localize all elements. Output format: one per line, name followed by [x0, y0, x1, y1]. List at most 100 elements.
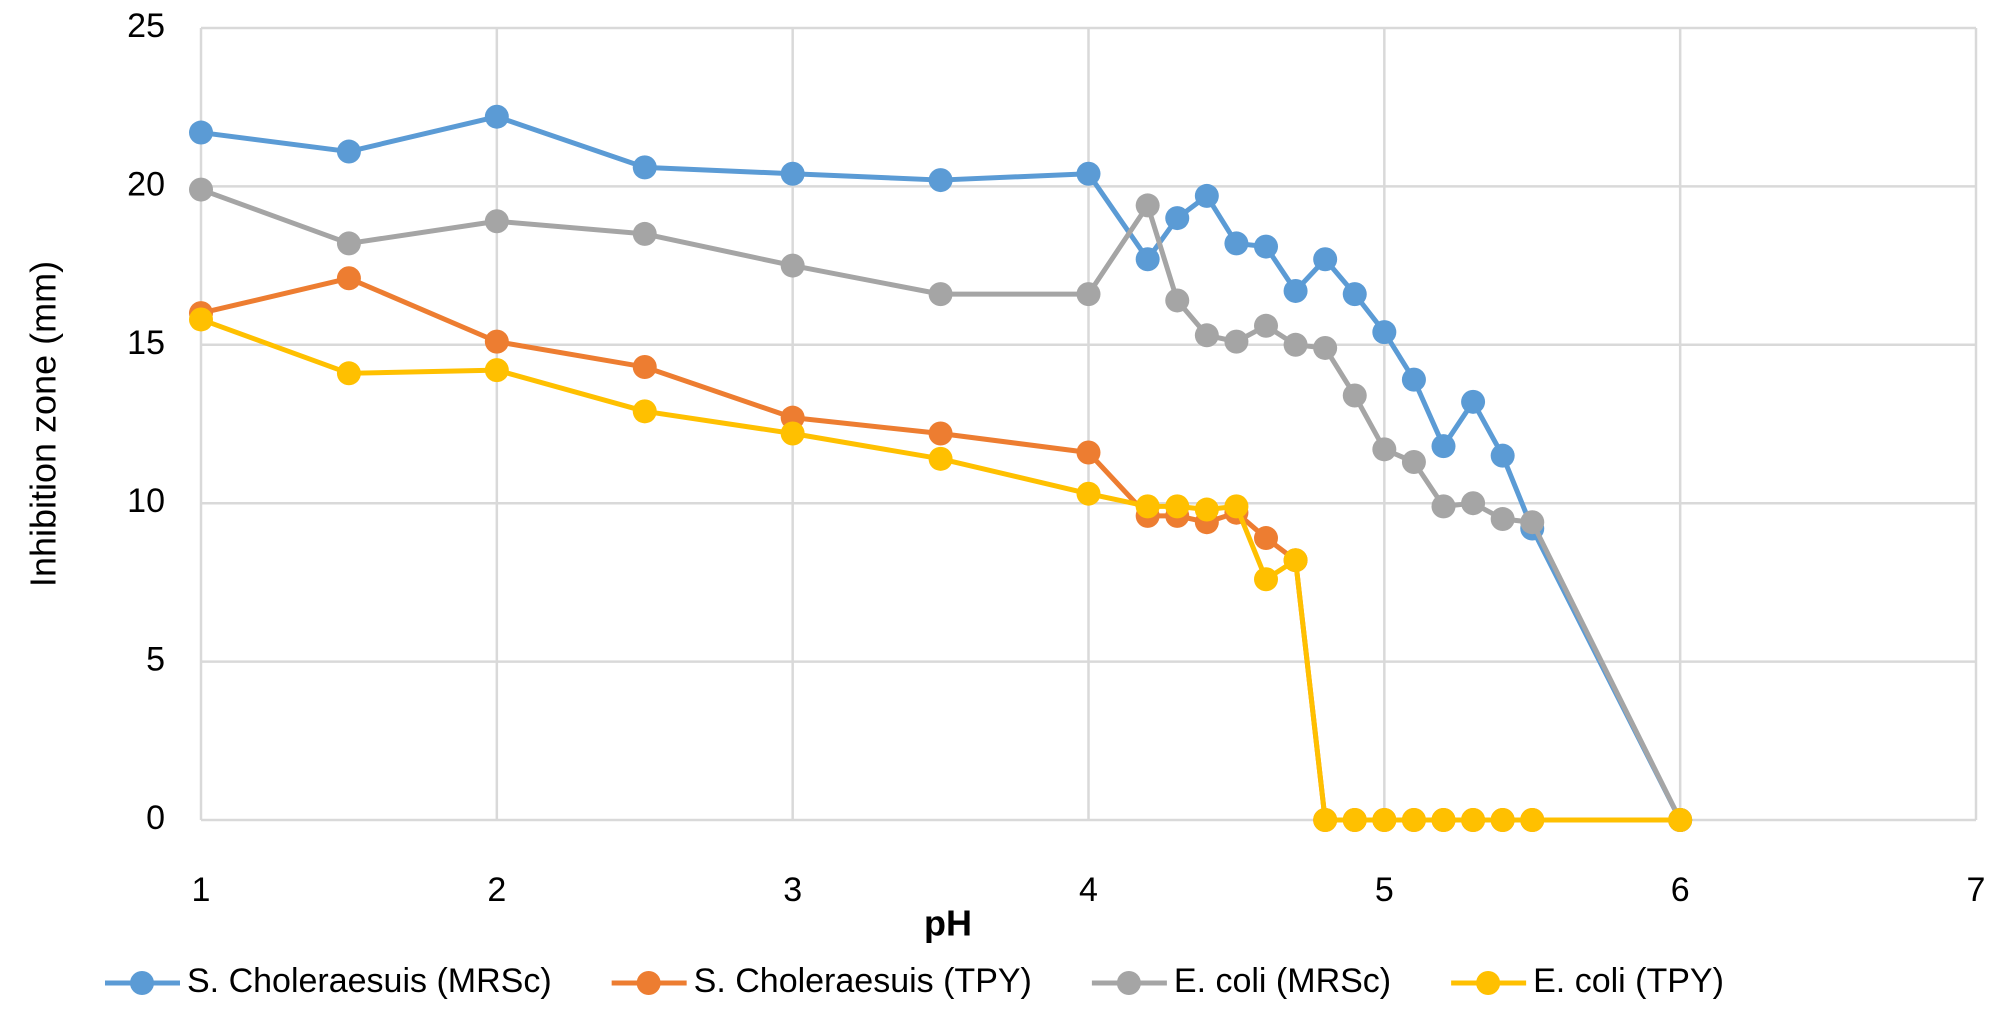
data-point	[1135, 247, 1160, 272]
data-point	[1254, 567, 1278, 592]
data-point	[1431, 808, 1456, 832]
data-point	[780, 253, 805, 278]
data-point	[1254, 526, 1278, 551]
data-point	[1431, 494, 1456, 519]
legend-item: E. coli (MRSc)	[1091, 962, 1391, 1000]
data-point	[1076, 440, 1101, 465]
y-tick-label: 0	[146, 799, 165, 837]
data-point	[1401, 450, 1426, 475]
data-point	[1076, 481, 1101, 506]
data-point	[1254, 313, 1278, 338]
data-point	[928, 168, 953, 193]
legend-item: E. coli (TPY)	[1451, 962, 1724, 1000]
data-point	[1461, 491, 1486, 516]
data-point	[780, 421, 805, 446]
data-point	[1401, 808, 1426, 832]
legend-marker	[1116, 971, 1141, 995]
data-point	[1165, 494, 1190, 519]
y-tick-label: 25	[127, 7, 165, 45]
x-tick-label: 1	[192, 871, 211, 909]
data-point	[1283, 278, 1308, 303]
data-point	[632, 221, 657, 246]
data-point	[1313, 335, 1338, 360]
data-point	[189, 120, 213, 145]
legend-label: E. coli (TPY)	[1533, 962, 1724, 1000]
data-point	[928, 282, 953, 307]
legend-label: E. coli (MRSc)	[1174, 962, 1391, 1000]
data-point	[1668, 808, 1693, 832]
data-point	[336, 361, 361, 386]
y-tick-label: 10	[127, 482, 165, 520]
data-point	[780, 161, 805, 186]
data-point	[1372, 437, 1397, 462]
data-point	[1520, 510, 1545, 535]
data-point	[1194, 183, 1219, 208]
legend-label: S. Choleraesuis (MRSc)	[187, 962, 552, 1000]
data-point	[1076, 282, 1101, 307]
data-point	[1461, 808, 1486, 832]
x-tick-label: 5	[1375, 871, 1394, 909]
data-point	[336, 231, 361, 256]
data-point	[928, 421, 953, 446]
data-point	[1313, 808, 1338, 832]
data-point	[1342, 282, 1367, 307]
data-point	[189, 307, 213, 332]
series-line	[200, 317, 1681, 823]
x-tick-label: 6	[1671, 871, 1690, 909]
data-point	[1313, 247, 1338, 272]
x-tick-label: 2	[487, 871, 506, 909]
data-point	[1342, 808, 1367, 832]
data-point	[336, 139, 361, 164]
legend-marker	[1476, 971, 1501, 995]
data-point	[1283, 548, 1308, 573]
legend-item: S. Choleraesuis (MRSc)	[105, 962, 552, 1000]
data-point	[1135, 193, 1160, 218]
data-point	[632, 354, 657, 379]
legend-marker	[130, 971, 154, 995]
data-point	[189, 177, 213, 202]
x-tick-label: 3	[783, 871, 802, 909]
data-point	[1165, 288, 1190, 313]
legend-marker	[636, 971, 661, 995]
y-tick-label: 20	[127, 165, 165, 203]
legend-item: S. Choleraesuis (TPY)	[611, 962, 1032, 1000]
data-point	[1224, 329, 1249, 354]
series-line	[200, 114, 1683, 822]
data-point	[1490, 808, 1515, 832]
data-point	[1372, 808, 1397, 832]
data-point	[1224, 494, 1249, 519]
data-point	[1283, 332, 1308, 357]
data-point	[1224, 231, 1249, 256]
data-point	[1254, 234, 1278, 259]
data-point	[1401, 367, 1426, 392]
x-tick-label: 4	[1079, 871, 1098, 909]
data-point	[1342, 383, 1367, 408]
data-point	[632, 399, 657, 424]
data-point	[1194, 323, 1219, 348]
data-point	[1520, 808, 1545, 832]
y-tick-label: 15	[127, 324, 165, 362]
data-point	[484, 329, 509, 354]
y-axis-title: Inhibition zone (mm)	[23, 261, 64, 587]
data-point	[1431, 434, 1456, 459]
data-point	[484, 358, 509, 383]
x-tick-label: 7	[1967, 871, 1986, 909]
data-point	[336, 266, 361, 291]
data-point	[484, 104, 509, 129]
data-point	[1194, 497, 1219, 522]
y-tick-label: 5	[146, 641, 165, 679]
data-point	[632, 155, 657, 180]
data-point	[1461, 389, 1486, 414]
data-point	[928, 446, 953, 471]
data-point	[1076, 161, 1101, 186]
data-point	[1135, 494, 1160, 519]
data-point	[1490, 507, 1515, 532]
legend-label: S. Choleraesuis (TPY)	[694, 962, 1032, 1000]
series-line	[200, 275, 1681, 823]
data-point	[484, 209, 509, 234]
x-axis-title: pH	[924, 903, 972, 944]
data-point	[1372, 320, 1397, 345]
series-line	[200, 187, 1683, 822]
